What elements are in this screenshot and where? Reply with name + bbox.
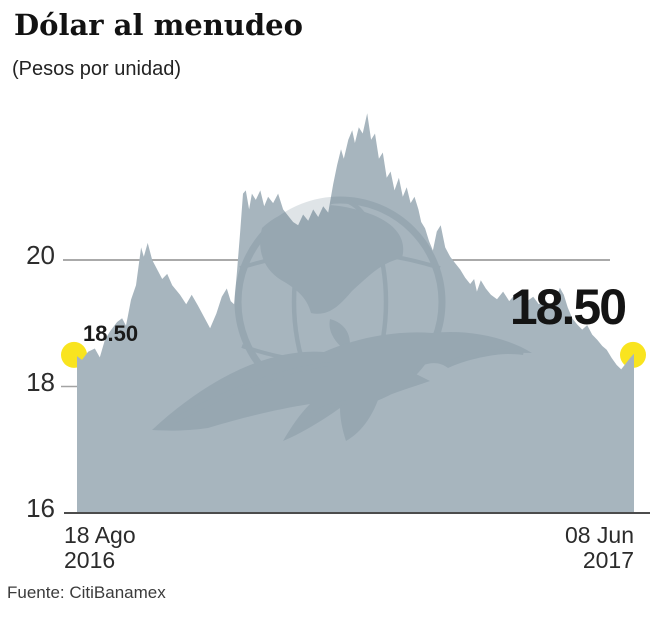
y-axis-label-20: 20: [26, 240, 55, 270]
x-end-line1: 08 Jun: [564, 522, 634, 548]
x-end-line2: 2017: [582, 547, 634, 573]
tail-hatch: [300, 400, 347, 422]
continent-shape: [260, 204, 404, 314]
wing-hatch-left: [172, 362, 330, 423]
globe-icon: [234, 196, 446, 408]
area-series: [77, 113, 634, 514]
wing-hatch-right: [446, 348, 524, 366]
y-axis-label-18: 18: [26, 367, 55, 397]
x-axis-label-start: 18 Ago 2016: [64, 523, 136, 573]
x-start-line2: 2016: [64, 547, 116, 573]
x-axis-label-end: 08 Jun 2017: [565, 523, 634, 573]
source-label: Fuente: CitiBanamex: [7, 583, 166, 602]
end-value-label: 18.50: [509, 279, 627, 335]
south-continent-shape: [329, 319, 351, 354]
start-value-label: 18.50: [83, 321, 139, 346]
x-start-line1: 18 Ago: [64, 522, 136, 548]
y-axis-label-16: 16: [26, 493, 55, 523]
chart-subtitle: (Pesos por unidad): [12, 58, 181, 80]
page-title: Dólar al menudeo: [14, 8, 303, 42]
eagle-icon: [152, 331, 532, 441]
el-universal-watermark: [152, 196, 532, 441]
